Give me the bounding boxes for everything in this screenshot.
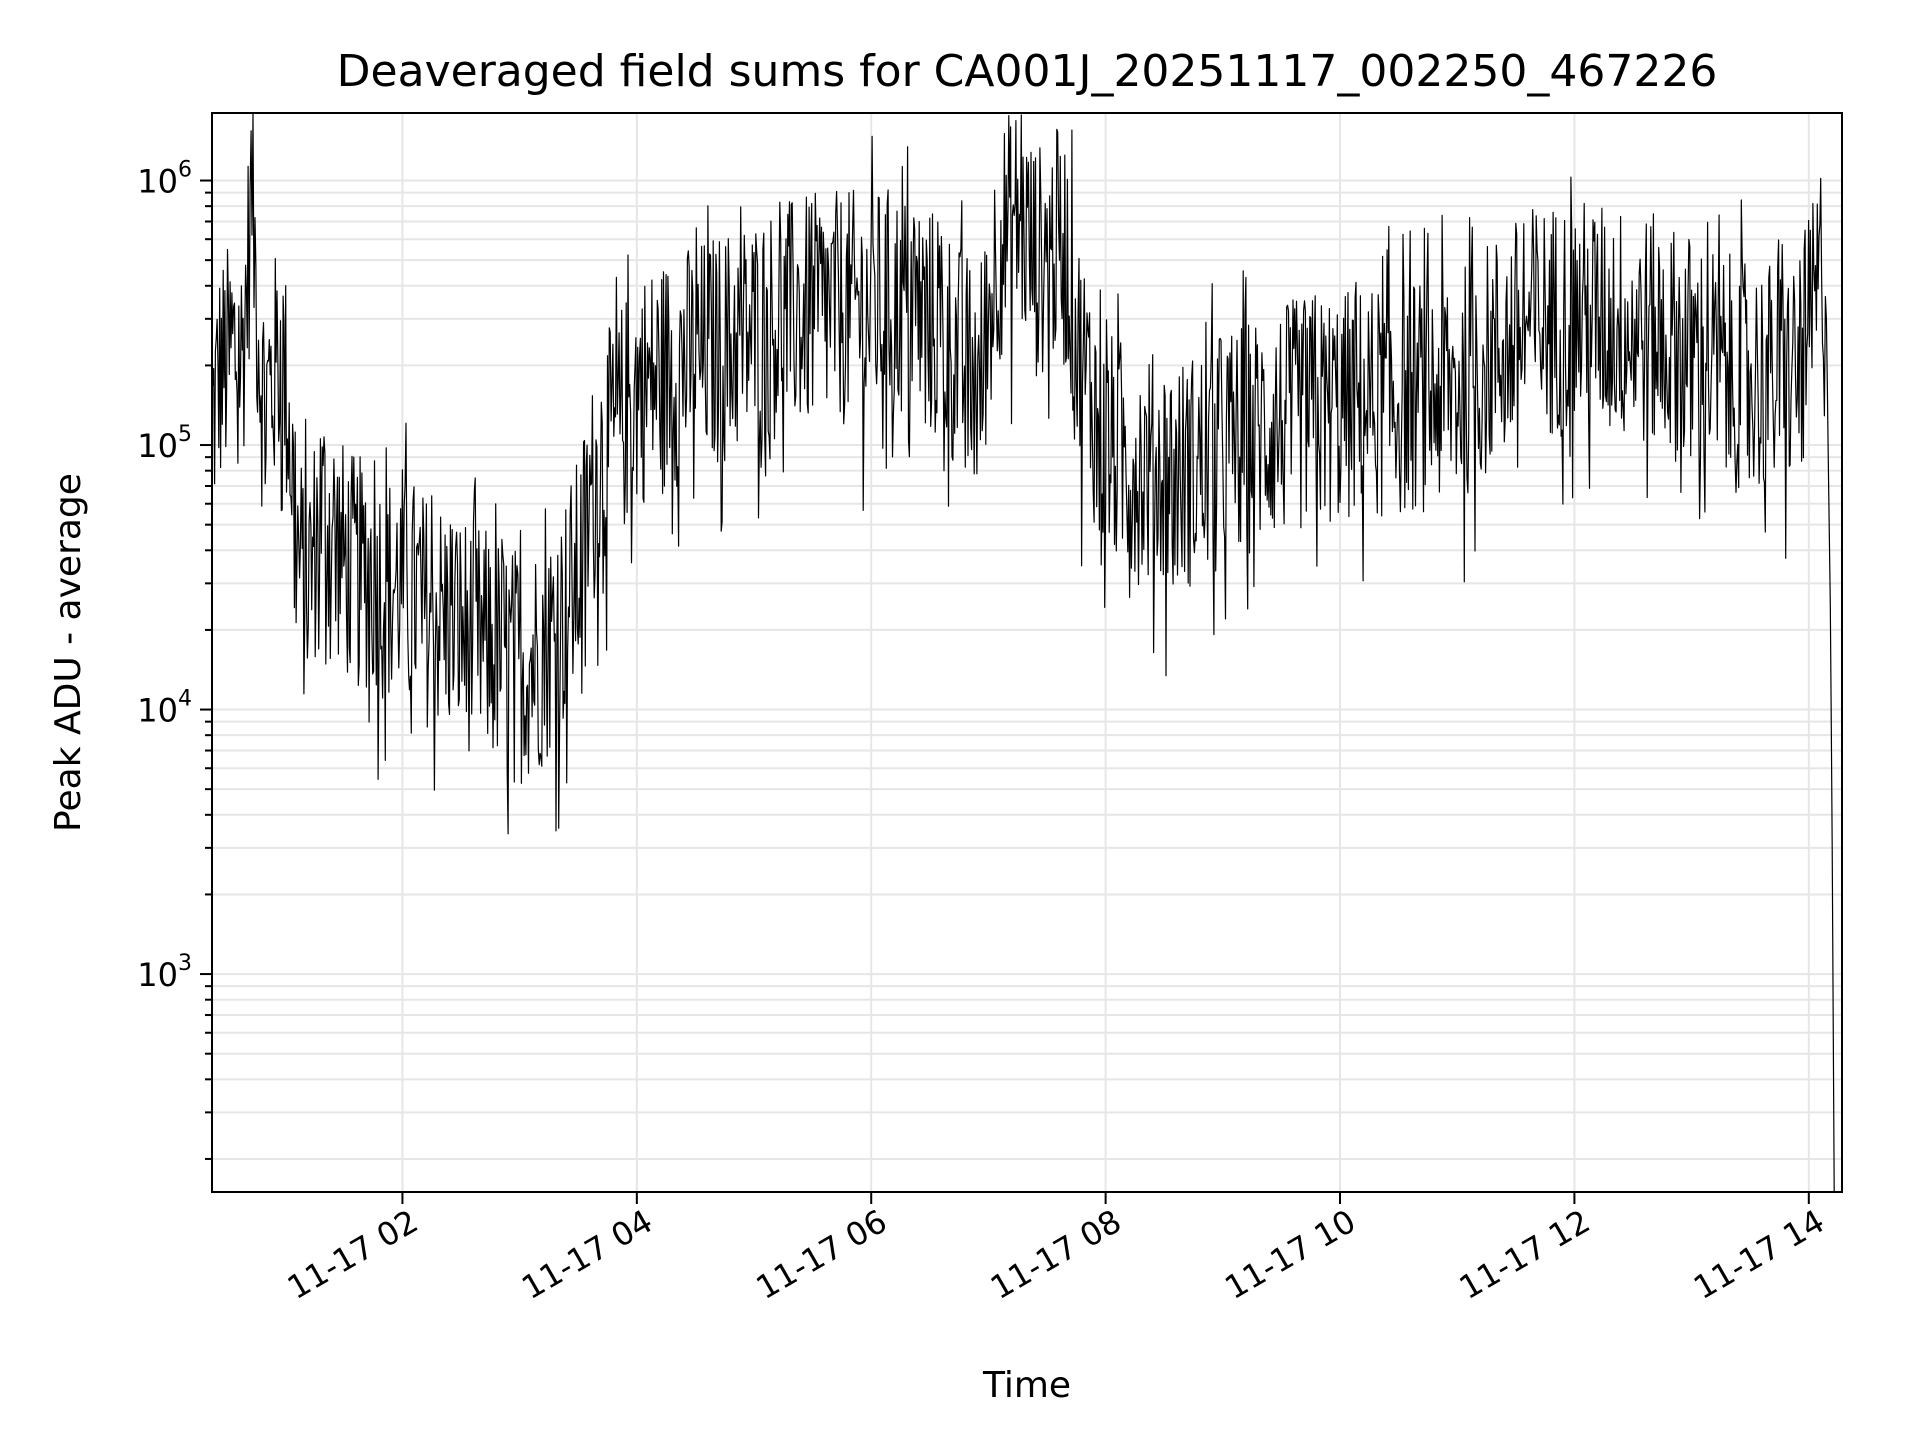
series-point xyxy=(1017,192,1019,194)
series-point xyxy=(1573,291,1575,293)
series-point xyxy=(948,318,950,320)
series-point xyxy=(577,549,579,551)
series-point xyxy=(499,629,501,631)
y-tick-label: 104 xyxy=(137,687,192,730)
series-point xyxy=(304,565,306,567)
y-tick-label: 105 xyxy=(137,422,192,465)
series-point xyxy=(1300,390,1302,392)
series-layer xyxy=(211,112,1835,1193)
series-point xyxy=(296,524,298,526)
series-point xyxy=(1056,220,1058,222)
series-point xyxy=(1814,285,1816,287)
series-point xyxy=(267,377,269,379)
series-point xyxy=(1821,238,1823,240)
series-point xyxy=(753,307,755,309)
series-point xyxy=(1798,348,1800,350)
series-point xyxy=(319,485,321,487)
series-point xyxy=(1652,307,1654,309)
series-point xyxy=(1075,318,1077,320)
series-point xyxy=(616,405,618,407)
series-point xyxy=(1534,297,1536,299)
y-tick-label: 106 xyxy=(137,158,192,201)
series-point xyxy=(1339,383,1341,385)
series-point xyxy=(1183,450,1185,452)
series-point xyxy=(247,238,249,240)
series-point xyxy=(558,603,560,605)
series-point xyxy=(480,618,482,620)
series-point xyxy=(1456,364,1458,366)
x-axis-label: Time xyxy=(982,1365,1071,1406)
series-point xyxy=(870,282,872,284)
series-point xyxy=(1222,423,1224,425)
series-point xyxy=(390,565,392,567)
series-point xyxy=(280,318,282,320)
series-point xyxy=(233,326,235,328)
series-point xyxy=(312,536,314,538)
grid xyxy=(212,113,1842,1192)
series-point xyxy=(909,276,911,278)
series-point xyxy=(597,444,599,446)
series-point xyxy=(724,322,726,324)
series-line xyxy=(211,112,1835,1193)
series-point xyxy=(355,549,357,551)
chart-title: Deaveraged field sums for CA001J_2025111… xyxy=(337,46,1718,97)
series-point xyxy=(538,629,540,631)
series-point xyxy=(792,291,794,293)
series-point xyxy=(1066,229,1068,231)
series-point xyxy=(251,159,253,161)
series-point xyxy=(1105,423,1107,425)
series-point xyxy=(1831,847,1833,849)
series-point xyxy=(343,536,345,538)
series-point xyxy=(831,285,833,287)
series-point xyxy=(218,353,220,355)
plot-frame xyxy=(211,112,1843,1193)
series-point xyxy=(997,220,999,222)
series-point xyxy=(421,582,423,584)
series-point xyxy=(378,555,380,557)
series-point xyxy=(1378,377,1380,379)
series-point xyxy=(636,364,638,366)
series-point xyxy=(1825,318,1827,320)
series-point xyxy=(273,353,275,355)
series-point xyxy=(460,603,462,605)
series-point xyxy=(1829,603,1831,605)
series-point xyxy=(1261,405,1263,407)
series-point xyxy=(261,364,263,366)
series-point xyxy=(665,348,667,350)
y-axis: 103 104 105 106 xyxy=(137,158,212,1160)
series-point xyxy=(1730,348,1732,350)
series-point xyxy=(288,397,290,399)
series-point xyxy=(1495,326,1497,328)
series-point xyxy=(1612,297,1614,299)
series-point xyxy=(441,590,443,592)
series-point xyxy=(331,503,333,505)
series-point xyxy=(978,364,980,366)
series-point xyxy=(519,641,521,643)
series-point xyxy=(366,549,368,551)
series-point xyxy=(1769,353,1771,355)
y-tick-label: 103 xyxy=(137,951,192,994)
series-point xyxy=(694,334,696,336)
series-point xyxy=(1417,370,1419,372)
series-point xyxy=(401,555,403,557)
series-point xyxy=(1691,326,1693,328)
series-point xyxy=(226,339,228,341)
series-point xyxy=(241,334,243,336)
y-axis-label: Peak ADU - average xyxy=(48,473,89,832)
series-point xyxy=(1144,444,1146,446)
series-point xyxy=(1036,238,1038,240)
series-point xyxy=(255,259,257,261)
